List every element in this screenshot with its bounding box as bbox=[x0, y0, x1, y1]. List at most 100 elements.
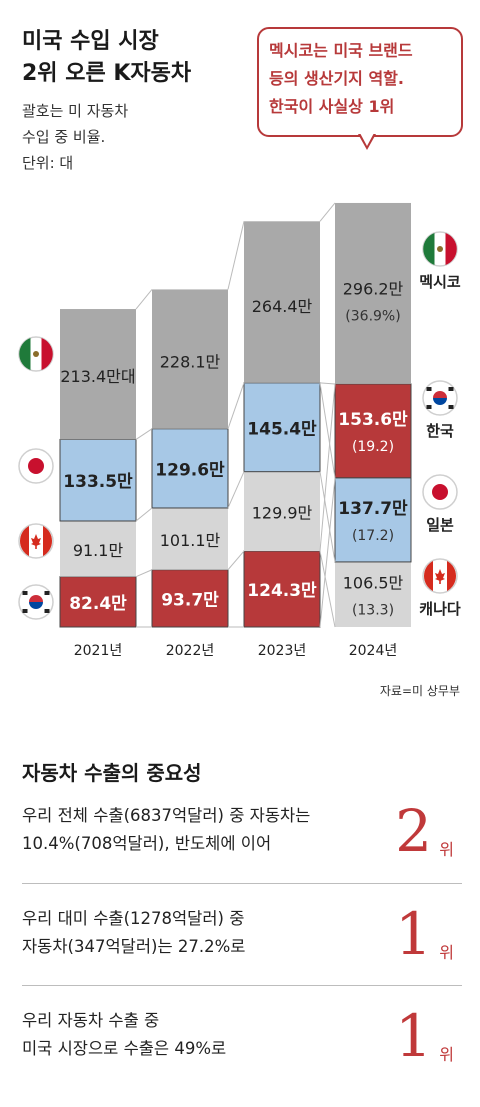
unit-line: 단위: 대 bbox=[22, 154, 74, 172]
connector-line bbox=[135, 428, 153, 440]
flag-maple-leaf bbox=[435, 569, 445, 581]
flag-canada-icon bbox=[18, 523, 54, 559]
connector-line bbox=[135, 569, 153, 578]
bar-japan-4 bbox=[334, 477, 412, 563]
flag-mexico-icon bbox=[422, 231, 458, 267]
bar-korea-1 bbox=[59, 576, 137, 628]
bar-canada-1 bbox=[60, 520, 136, 577]
flag-taeguk-red bbox=[433, 391, 447, 398]
flag-band-left bbox=[424, 561, 433, 591]
flag-emblem bbox=[33, 351, 39, 357]
flag-emblem bbox=[437, 246, 443, 252]
source-note: 자료=미 상무부 bbox=[379, 684, 460, 698]
share-label-canada: (13.3) bbox=[352, 602, 394, 618]
flag-maple-stem bbox=[439, 580, 441, 584]
bar-korea-3 bbox=[243, 550, 321, 628]
note-line-1: 괄호는 미 자동차 bbox=[22, 102, 129, 120]
connector-line bbox=[135, 289, 153, 310]
legend-label-korea: 한국 bbox=[426, 422, 454, 440]
title-line-1: 미국 수입 시장 bbox=[22, 29, 159, 54]
divider bbox=[22, 985, 462, 986]
rank-item-line-2: 미국 시장으로 수출은 49%로 bbox=[22, 1039, 227, 1058]
flag-japan-icon bbox=[18, 448, 54, 484]
share-label-japan: (17.2) bbox=[352, 528, 394, 544]
rank-item-2: 우리 대미 수출(1278억달러) 중 자동차(347억달러)는 27.2%로 … bbox=[22, 900, 462, 1005]
connector-line bbox=[319, 477, 336, 628]
value-label-canada: 91.1만 bbox=[73, 541, 124, 560]
rank-item-text: 우리 전체 수출(6837억달러) 중 자동차는 10.4%(708억달러), … bbox=[22, 802, 310, 858]
bar-korea-4 bbox=[334, 383, 412, 479]
value-label-korea: 153.6만 bbox=[338, 410, 408, 430]
connector-line bbox=[227, 550, 245, 571]
connector-line bbox=[319, 382, 336, 385]
value-label-mexico: 264.4만 bbox=[252, 297, 313, 316]
share-label-korea: (19.2) bbox=[352, 439, 394, 455]
connector-line bbox=[319, 202, 336, 222]
flag-band-left bbox=[20, 526, 29, 556]
rank-unit: 위 bbox=[439, 1045, 454, 1064]
flag-trigram bbox=[426, 387, 432, 391]
rank-unit: 위 bbox=[439, 840, 454, 859]
flag-trigram bbox=[44, 591, 50, 595]
value-label-canada: 101.1만 bbox=[160, 531, 221, 550]
rank-item-line-1: 우리 자동차 수출 중 bbox=[22, 1011, 160, 1030]
value-label-japan: 133.5만 bbox=[63, 472, 133, 492]
connector-line bbox=[227, 221, 245, 290]
legend-label-canada: 캐나다 bbox=[419, 600, 461, 618]
value-label-japan: 145.4만 bbox=[247, 419, 317, 439]
divider bbox=[22, 883, 462, 884]
flag-green bbox=[423, 233, 435, 265]
connector-line bbox=[319, 550, 336, 628]
flag-green bbox=[19, 338, 31, 370]
callout-tail-inner bbox=[360, 133, 374, 146]
flag-japan-icon bbox=[422, 474, 458, 510]
rank-unit: 위 bbox=[439, 943, 454, 962]
bar-japan-1 bbox=[59, 438, 137, 522]
value-label-mexico: 228.1만 bbox=[160, 352, 221, 371]
bar-mexico-4 bbox=[335, 202, 411, 384]
bar-korea-2 bbox=[151, 569, 229, 628]
rank-item-line-1: 우리 전체 수출(6837억달러) 중 자동차는 bbox=[22, 806, 311, 825]
x-tick-label: 2023년 bbox=[258, 643, 307, 659]
bar-japan-2 bbox=[151, 428, 229, 509]
section-title: 자동차 수출의 중요성 bbox=[22, 761, 202, 785]
flag-korea-icon bbox=[422, 380, 458, 416]
rank-item-line-2: 자동차(347억달러)는 27.2%로 bbox=[22, 937, 246, 956]
bar-mexico-3 bbox=[244, 221, 320, 383]
value-label-mexico: 296.2만 bbox=[343, 279, 404, 298]
flag-trigram bbox=[426, 405, 432, 409]
rank-item-line-2: 10.4%(708억달러), 반도체에 이어 bbox=[22, 834, 272, 853]
x-tick-label: 2024년 bbox=[349, 643, 398, 659]
legend-label-japan: 일본 bbox=[426, 516, 454, 534]
flag-taeguk-blue bbox=[433, 398, 447, 405]
x-tick-label: 2021년 bbox=[74, 643, 123, 659]
x-tick-label: 2022년 bbox=[166, 643, 215, 659]
bar-canada-2 bbox=[152, 507, 228, 570]
callout-box: 멕시코는 미국 브랜드 등의 생산기지 역할. 한국이 사실상 1위 bbox=[257, 27, 463, 137]
value-label-korea: 82.4만 bbox=[69, 594, 127, 614]
callout-line-3: 한국이 사실상 1위 bbox=[269, 97, 395, 116]
rank-item-line-1: 우리 대미 수출(1278억달러) 중 bbox=[22, 909, 245, 928]
flag-taeguk-red bbox=[29, 595, 43, 602]
value-label-mexico: 213.4만대 bbox=[60, 367, 135, 386]
value-label-canada: 106.5만 bbox=[343, 573, 404, 592]
flag-korea-icon bbox=[18, 584, 54, 620]
chart-title: 미국 수입 시장 2위 오른 K자동차 bbox=[22, 26, 191, 90]
flag-band-right bbox=[43, 526, 52, 556]
note-line-2: 수입 중 비율. bbox=[22, 128, 106, 146]
rank-item-1: 우리 전체 수출(6837억달러) 중 자동차는 10.4%(708억달러), … bbox=[22, 797, 462, 902]
flag-trigram bbox=[448, 405, 454, 409]
bar-mexico-2 bbox=[152, 289, 228, 429]
chart-note: 괄호는 미 자동차 수입 중 비율. 단위: 대 bbox=[22, 98, 128, 176]
bar-mexico-1 bbox=[60, 309, 136, 440]
value-label-japan: 137.7만 bbox=[338, 499, 408, 519]
rank-number: 1 bbox=[395, 900, 432, 968]
flag-maple-leaf bbox=[31, 534, 41, 546]
flag-band-right bbox=[447, 561, 456, 591]
flag-sun bbox=[28, 458, 44, 474]
flag-taeguk-blue bbox=[29, 602, 43, 609]
stacked-bar-chart: 82.4만 91.1만 133.5만 213.4만대 2021년 93.7만 101.1만 1… bbox=[18, 202, 461, 659]
flag-trigram bbox=[22, 609, 28, 613]
share-label-mexico: (36.9%) bbox=[345, 308, 400, 324]
value-label-canada: 129.9만 bbox=[252, 503, 313, 522]
